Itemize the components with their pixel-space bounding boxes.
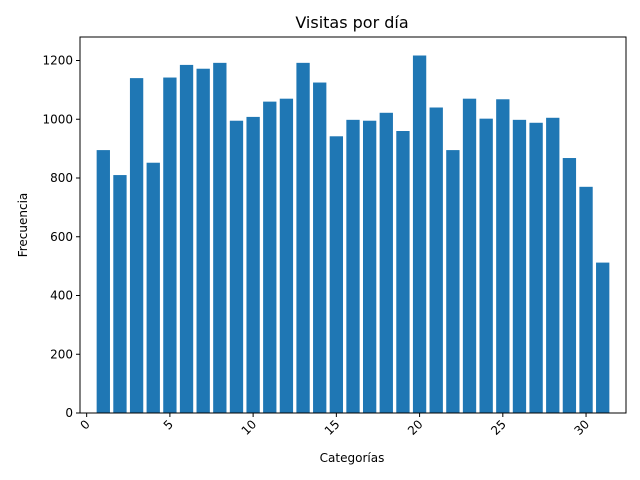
x-tick-label-0: 0	[77, 417, 92, 432]
bar-17	[362, 120, 377, 413]
bar-26	[512, 119, 527, 414]
bar-31	[596, 262, 610, 413]
bar-5	[163, 77, 177, 413]
plot-frame	[79, 36, 627, 414]
bar-28	[546, 117, 560, 413]
y-tick-label-800: 800	[50, 171, 73, 185]
bar-8	[213, 62, 227, 413]
bar-24	[479, 118, 493, 413]
y-axis-ticks: 0 200 400 600 800 1000 1200	[42, 54, 80, 420]
bar-19	[396, 131, 410, 413]
x-tick-label-10: 10	[239, 417, 260, 438]
bar-10	[246, 116, 260, 414]
bar-16	[346, 119, 360, 414]
bar-18	[379, 112, 393, 413]
bar-4	[146, 162, 160, 413]
bar-27	[529, 122, 543, 414]
y-tick-label-0: 0	[65, 406, 73, 420]
bar-22	[446, 150, 460, 413]
y-tick-label-1000: 1000	[42, 112, 73, 126]
x-tick-label-25: 25	[488, 417, 509, 438]
bars-group	[96, 55, 610, 414]
chart-title: Visitas por día	[295, 13, 408, 32]
bar-7	[196, 68, 210, 413]
bar-3	[129, 78, 144, 413]
bar-25	[496, 99, 510, 414]
bar-9	[229, 120, 244, 413]
bar-11	[263, 101, 277, 413]
y-axis-label: Frecuencia	[16, 193, 30, 258]
x-tick-label-5: 5	[161, 417, 176, 432]
bar-13	[296, 62, 310, 413]
bar-15	[329, 136, 344, 413]
bar-12	[279, 98, 294, 413]
bar-23	[462, 98, 477, 413]
bar-20	[412, 55, 427, 413]
x-tick-label-30: 30	[571, 417, 592, 438]
bar-6	[179, 64, 194, 413]
bar-30	[579, 186, 593, 413]
y-tick-label-200: 200	[50, 347, 73, 361]
x-tick-label-15: 15	[322, 417, 343, 438]
y-tick-label-1200: 1200	[42, 54, 73, 68]
bar-21	[429, 107, 443, 413]
x-axis-ticks: 0 5 10 15 20 25 30	[77, 413, 592, 438]
y-tick-label-600: 600	[50, 230, 73, 244]
x-tick-label-20: 20	[405, 417, 426, 438]
bar-14	[313, 82, 327, 413]
bar-2	[113, 175, 127, 413]
bar-29	[562, 158, 577, 413]
x-axis-label: Categorías	[320, 451, 385, 465]
bar-1	[96, 150, 110, 413]
y-tick-label-400: 400	[50, 289, 73, 303]
